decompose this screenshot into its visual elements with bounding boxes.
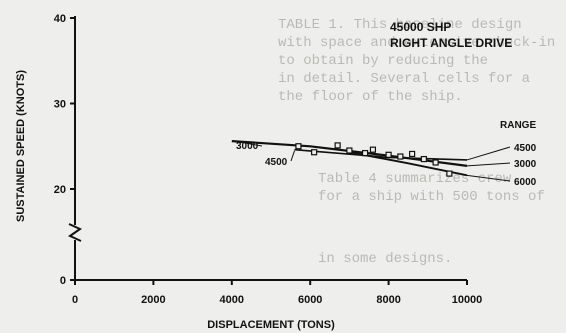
background-text-line: for a ship with 500 tons of [318,189,545,205]
data-marker [397,153,404,160]
data-marker [346,147,353,154]
series-label-left-4500: 4500 [265,157,288,168]
data-marker [334,142,341,149]
x-tick-label: 0 [72,294,78,306]
data-marker [432,159,439,166]
chart-title-line: RIGHT ANGLE DRIVE [390,36,512,50]
y-tick-label: 40 [54,13,66,25]
y-axis-title: SUSTAINED SPEED (KNOTS) [15,70,27,222]
background-text-line: the floor of the ship. [278,89,463,105]
data-marker [311,149,318,156]
y-tick-label: 30 [54,99,66,111]
x-axis-title: DISPLACEMENT (TONS) [207,319,335,331]
data-marker [369,146,377,153]
legend-label-6000: 6000 [514,177,537,188]
leader-left-4500 [290,150,295,162]
legend-leader-3000 [466,162,511,167]
data-marker [420,155,427,163]
data-marker [295,143,302,150]
background-text-line: Table 4 summarizes crew [318,171,512,187]
legend-label-4500: 4500 [514,143,537,154]
legend-leader-4500 [466,146,511,161]
data-marker [446,170,453,177]
x-tick-label: 4000 [220,294,244,306]
data-marker [361,149,369,157]
background-text-line: in detail. Several cells for a [278,71,530,87]
legend-label-3000: 3000 [514,159,537,170]
x-tick-label: 10000 [452,294,483,306]
x-tick-label: 2000 [141,294,165,306]
background-text-line: in some designs. [318,251,452,267]
background-text-line: with space and extensive check-in [278,35,555,51]
x-tick-label: 8000 [376,294,400,306]
legend-title: RANGE [500,120,536,131]
y-axis-break [67,223,83,242]
y-tick-label: 20 [54,184,66,196]
legend-leader-6000 [466,174,511,182]
data-marker [385,151,392,158]
series-label-left-3000: 3000 [236,141,259,152]
y-tick-label: 0 [60,275,66,287]
background-text-line: TABLE 1. This baseline design [278,17,522,33]
chart-title-line: 45000 SHP [390,20,451,34]
x-tick-label: 6000 [298,294,322,306]
background-text-line: to obtain by reducing the [278,53,488,69]
leader-left-3000 [239,141,263,147]
data-marker [409,150,416,158]
